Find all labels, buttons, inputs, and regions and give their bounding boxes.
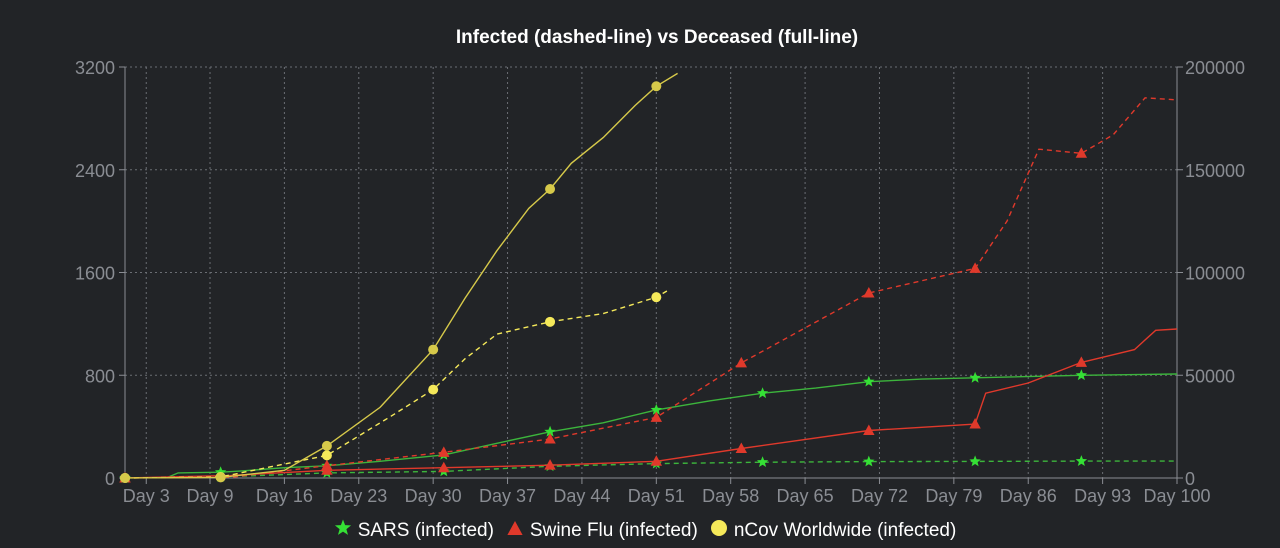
y-left-tick-label: 0	[105, 469, 115, 489]
series-line-sars-deceased	[124, 373, 1178, 479]
data-point-swine-flu-deceased	[969, 418, 981, 429]
x-tick-label: Day 16	[256, 486, 313, 506]
data-point-ncov-worldwide-infected	[428, 384, 439, 395]
data-point-ncov-worldwide-infected	[321, 450, 332, 461]
data-point-swine-flu-infected	[969, 262, 981, 273]
data-point-swine-flu-infected	[863, 287, 875, 298]
series-layer	[119, 72, 1178, 483]
x-tick-label: Day 58	[702, 486, 759, 506]
x-tick-label: Day 93	[1074, 486, 1131, 506]
data-point-sars-infected	[756, 456, 769, 467]
x-tick-label: Day 44	[553, 486, 610, 506]
data-point-ncov-worldwide-deceased	[545, 184, 556, 195]
chart-title: Infected (dashed-line) vs Deceased (full…	[455, 27, 859, 48]
legend-item-swine-flu[interactable]: Swine Flu (infected)	[506, 519, 698, 543]
data-point-swine-flu-deceased	[321, 464, 333, 475]
triangle-icon	[506, 519, 524, 543]
data-point-sars-deceased	[969, 371, 981, 383]
series-line-sars-infected	[124, 460, 1177, 479]
y-right-tick-label: 0	[1185, 469, 1195, 489]
data-point-ncov-worldwide-deceased	[428, 344, 439, 355]
data-point-swine-flu-infected	[1075, 147, 1088, 158]
x-tick-label: Day 72	[851, 486, 908, 506]
y-left-tick-label: 3200	[75, 58, 115, 78]
y-right-tick-label: 50000	[1185, 366, 1235, 386]
data-point-swine-flu-infected	[650, 411, 663, 422]
data-point-ncov-worldwide-deceased	[120, 473, 130, 483]
x-tick-label: Day 30	[405, 486, 462, 506]
axes-layer	[119, 66, 1183, 484]
x-tick-label: Day 9	[186, 486, 233, 506]
data-point-sars-infected	[1075, 455, 1088, 466]
data-point-swine-flu-deceased	[438, 461, 450, 473]
data-point-swine-flu-infected	[438, 446, 450, 457]
data-point-ncov-worldwide-deceased	[215, 472, 226, 483]
y-left-tick-label: 2400	[75, 161, 115, 181]
data-point-sars-infected	[969, 455, 981, 467]
legend: SARS (infected) Swine Flu (infected) nCo…	[0, 519, 1280, 543]
data-point-sars-deceased	[756, 387, 769, 399]
legend-label-swine-flu: Swine Flu (infected)	[529, 520, 698, 541]
x-tick-label: Day 65	[777, 486, 834, 506]
data-point-sars-infected	[863, 455, 875, 467]
x-tick-label: Day 23	[330, 486, 387, 506]
data-point-ncov-worldwide-deceased	[321, 440, 332, 451]
legend-item-ncov[interactable]: nCov Worldwide (infected)	[710, 519, 956, 543]
data-point-swine-flu-deceased	[863, 424, 875, 435]
data-point-swine-flu-infected	[735, 356, 748, 368]
data-point-ncov-worldwide-deceased	[651, 81, 662, 92]
data-point-swine-flu-deceased	[1075, 356, 1088, 367]
x-tick-label: Day 51	[628, 486, 685, 506]
series-line-ncov-worldwide-infected	[124, 290, 668, 479]
data-point-swine-flu-infected	[544, 432, 556, 444]
x-tick-label: Day 100	[1143, 486, 1210, 506]
x-tick-label: Day 86	[1000, 486, 1057, 506]
data-point-sars-deceased	[863, 375, 875, 387]
data-point-sars-deceased	[650, 403, 662, 415]
y-right-tick-label: 150000	[1185, 161, 1245, 181]
legend-label-sars: SARS (infected)	[357, 520, 494, 541]
y-left-tick-label: 800	[85, 366, 115, 386]
circle-icon	[710, 519, 728, 543]
series-line-swine-flu-deceased	[124, 328, 1178, 479]
data-point-sars-deceased	[544, 425, 556, 437]
data-point-swine-flu-deceased	[650, 455, 663, 466]
data-point-ncov-worldwide-infected	[545, 316, 556, 327]
x-tick-label: Day 37	[479, 486, 536, 506]
data-point-swine-flu-deceased	[544, 459, 556, 470]
series-line-swine-flu-infected	[124, 97, 1178, 479]
legend-item-sars[interactable]: SARS (infected)	[334, 519, 494, 543]
data-point-swine-flu-deceased	[735, 442, 748, 453]
y-left-tick-label: 1600	[75, 264, 115, 284]
grid-layer	[125, 66, 1178, 479]
series-line-ncov-worldwide-deceased	[124, 72, 678, 479]
legend-label-ncov: nCov Worldwide (infected)	[733, 520, 957, 541]
y-right-tick-label: 200000	[1185, 58, 1245, 78]
data-point-sars-deceased	[1075, 369, 1088, 381]
data-point-ncov-worldwide-infected	[651, 292, 662, 303]
y-right-tick-label: 100000	[1185, 264, 1245, 284]
tick-layer: 0 0 800 50000 1600 100000 2400 150000 3200 200000…	[75, 58, 1245, 506]
x-tick-label: Day 3	[123, 486, 170, 506]
x-tick-label: Day 79	[925, 486, 982, 506]
star-icon	[334, 519, 352, 543]
